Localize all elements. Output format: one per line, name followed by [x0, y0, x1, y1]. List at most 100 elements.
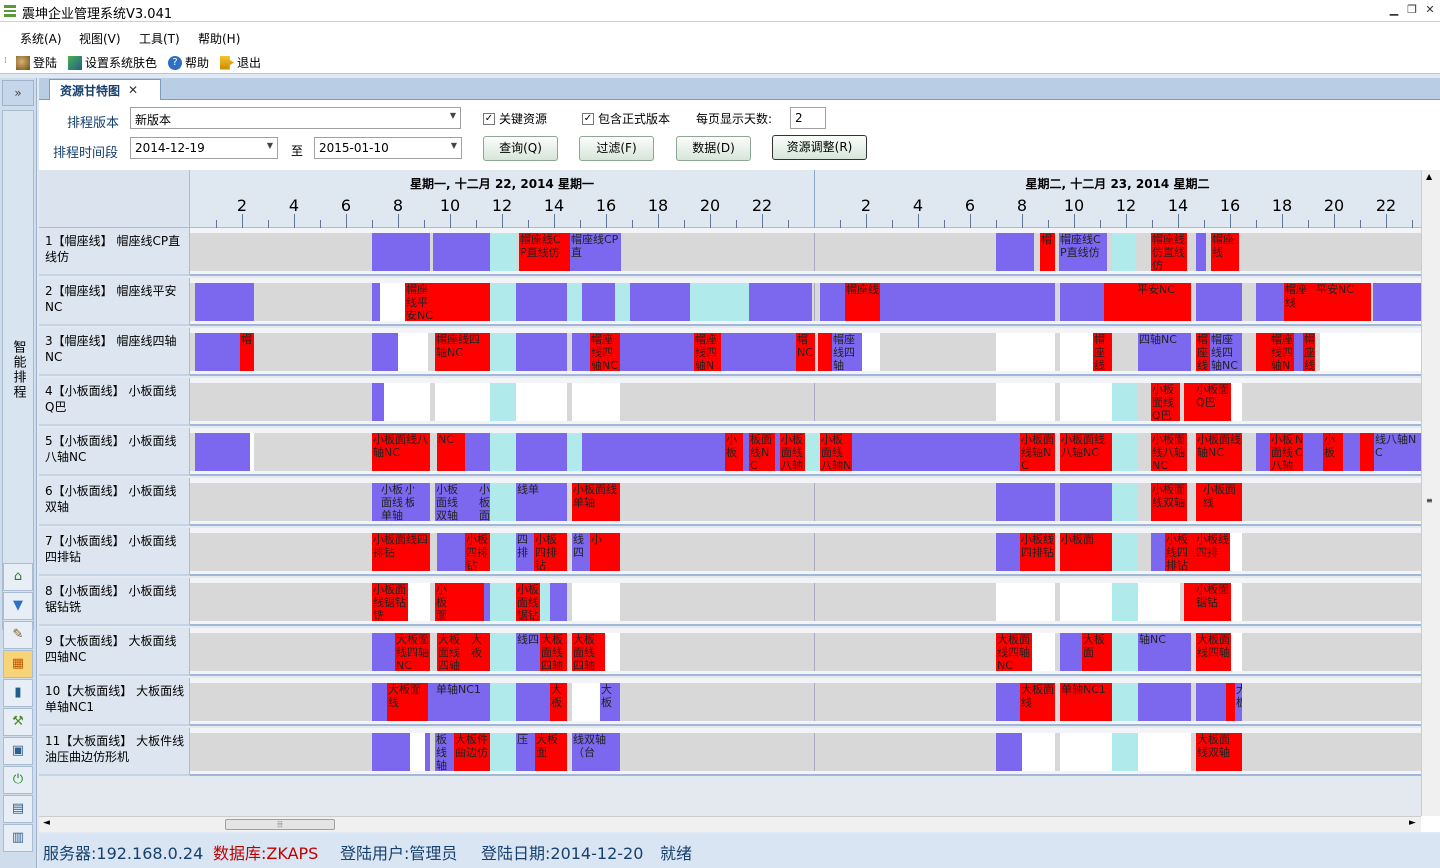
task-bar[interactable]: 帽: [1040, 233, 1055, 271]
task-bar[interactable]: 小板面线: [1202, 483, 1242, 521]
task-bar[interactable]: 小板面线单轴: [380, 483, 404, 521]
resource-row[interactable]: 大板面线四轴NC 大板面线四轴 大板 线四 大板面线四轴 大板面线四轴 大板面线四轴NC 大板…: [190, 628, 1421, 676]
task-bar[interactable]: 线单: [516, 483, 567, 521]
task-bar[interactable]: [435, 383, 490, 421]
task-bar[interactable]: [516, 383, 567, 421]
task-bar[interactable]: [996, 383, 1055, 421]
task-bar[interactable]: [490, 383, 516, 421]
task-bar[interactable]: [408, 583, 430, 621]
task-bar[interactable]: [572, 683, 587, 721]
task-bar[interactable]: [1303, 433, 1323, 471]
task-bar[interactable]: [1112, 233, 1136, 271]
task-bar[interactable]: [996, 733, 1022, 771]
task-bar[interactable]: 帽座线四轴: [832, 333, 862, 371]
filter-icon[interactable]: ▼: [3, 592, 33, 620]
task-bar[interactable]: 大板: [600, 683, 620, 721]
task-bar[interactable]: 帽座线四轴NC: [590, 333, 620, 371]
task-bar[interactable]: [456, 583, 484, 621]
resource-row-label[interactable]: 8【小板面线】 小板面线锯钻铣: [39, 578, 190, 626]
task-bar[interactable]: [572, 383, 620, 421]
task-bar[interactable]: [435, 283, 490, 321]
task-bar[interactable]: [605, 633, 620, 671]
task-bar[interactable]: 小板四排钻: [534, 533, 567, 571]
days-per-page-input[interactable]: 2: [790, 107, 826, 129]
task-bar[interactable]: 线八轴NC: [1374, 433, 1421, 471]
task-bar[interactable]: [805, 433, 820, 471]
task-bar[interactable]: 大板面线: [1020, 683, 1055, 721]
resource-row[interactable]: 小板面线八轴NCNC小板板面线NC小板面线八轴小板面线八轴NC小板面线轴NC小板…: [190, 428, 1421, 476]
key-resource-checkbox[interactable]: ✓ 关键资源: [483, 112, 548, 126]
task-bar[interactable]: [743, 333, 796, 371]
task-bar[interactable]: 小板面线双轴: [435, 483, 458, 521]
task-bar[interactable]: 小板面Q巴: [1195, 383, 1231, 421]
query-button[interactable]: 查询(Q): [483, 136, 558, 161]
task-bar[interactable]: [516, 433, 567, 471]
task-bar[interactable]: [550, 583, 567, 621]
task-bar[interactable]: [736, 283, 749, 321]
data-button[interactable]: 数据(D): [676, 136, 751, 161]
task-bar[interactable]: [490, 233, 516, 271]
menu-view[interactable]: 视图(V): [79, 32, 121, 46]
task-bar[interactable]: 大板面线双轴: [1196, 733, 1240, 771]
task-bar[interactable]: [996, 433, 1020, 471]
task-bar[interactable]: [1022, 733, 1055, 771]
task-bar[interactable]: [490, 583, 516, 621]
task-bar[interactable]: [1112, 433, 1138, 471]
task-bar[interactable]: 大板面线四轴: [540, 633, 567, 671]
task-bar[interactable]: [1104, 283, 1136, 321]
task-bar[interactable]: [1060, 383, 1112, 421]
task-bar[interactable]: 小板面线锯钻铣: [372, 583, 408, 621]
task-bar[interactable]: [880, 283, 996, 321]
task-bar[interactable]: [398, 333, 428, 371]
task-bar[interactable]: [996, 533, 1020, 571]
task-bar[interactable]: 大板面线四轴: [1196, 633, 1231, 671]
task-bar[interactable]: [372, 683, 387, 721]
task-bar[interactable]: [1256, 283, 1284, 321]
task-bar[interactable]: [372, 733, 410, 771]
task-bar[interactable]: [1138, 583, 1180, 621]
close-button[interactable]: ✕: [1425, 3, 1435, 16]
task-bar[interactable]: 帽座线CP直线仿: [1059, 233, 1107, 271]
task-bar[interactable]: [630, 433, 690, 471]
side-tab[interactable]: 智能排程: [2, 110, 34, 630]
horizontal-scroll-thumb[interactable]: ⦙⦙⦙: [225, 819, 335, 830]
task-bar[interactable]: [1256, 333, 1270, 371]
task-bar[interactable]: [1060, 483, 1112, 521]
task-bar[interactable]: 小板面线八轴NC: [1060, 433, 1112, 471]
task-bar[interactable]: [540, 583, 550, 621]
resource-row[interactable]: 板线轴 大板件曲边仿压大板面 线双轴（台 大板面线双轴: [190, 728, 1421, 776]
window-icon[interactable]: ▤: [3, 795, 33, 823]
task-bar[interactable]: 小板: [404, 483, 414, 521]
task-bar[interactable]: 小板线四排: [1195, 533, 1230, 571]
computer-icon[interactable]: ▣: [3, 737, 33, 765]
menu-help[interactable]: 帮助(H): [198, 32, 241, 46]
task-bar[interactable]: [1343, 433, 1360, 471]
task-bar[interactable]: [996, 283, 1055, 321]
task-bar[interactable]: 帽座线: [1284, 283, 1315, 321]
resource-row-label[interactable]: 3【帽座线】 帽座线四轴NC: [39, 328, 190, 376]
resource-row[interactable]: 小板面线Q巴 小板面Q巴: [190, 378, 1421, 426]
task-bar[interactable]: 帽座线: [1196, 333, 1210, 371]
resource-adjust-button[interactable]: 资源调整(R): [772, 135, 867, 160]
task-bar[interactable]: 小板: [725, 433, 743, 471]
task-bar[interactable]: [721, 333, 743, 371]
task-bar[interactable]: 平安NC: [1136, 283, 1191, 321]
task-bar[interactable]: [1294, 333, 1303, 371]
task-bar[interactable]: [516, 283, 567, 321]
task-bar[interactable]: [1060, 333, 1093, 371]
scroll-left-icon[interactable]: ◄: [43, 818, 50, 828]
task-bar[interactable]: [490, 733, 516, 771]
task-bar[interactable]: [490, 333, 516, 371]
task-bar[interactable]: [1112, 383, 1138, 421]
task-bar[interactable]: 小板面线双轴: [1151, 483, 1187, 521]
task-bar[interactable]: 小板面线八轴NC: [1151, 433, 1187, 471]
resource-row-label[interactable]: 2【帽座线】 帽座线平安NC: [39, 278, 190, 326]
task-bar[interactable]: [996, 583, 1055, 621]
resource-row-label[interactable]: 5【小板面线】 小板面线八轴NC: [39, 428, 190, 476]
task-bar[interactable]: 大板面线四轴NC: [996, 633, 1032, 671]
task-bar[interactable]: [372, 233, 430, 271]
include-official-checkbox[interactable]: ✓ 包含正式版本: [582, 112, 671, 126]
task-bar[interactable]: [1196, 233, 1206, 271]
task-bar[interactable]: 大板: [550, 683, 567, 721]
task-bar[interactable]: [490, 533, 516, 571]
